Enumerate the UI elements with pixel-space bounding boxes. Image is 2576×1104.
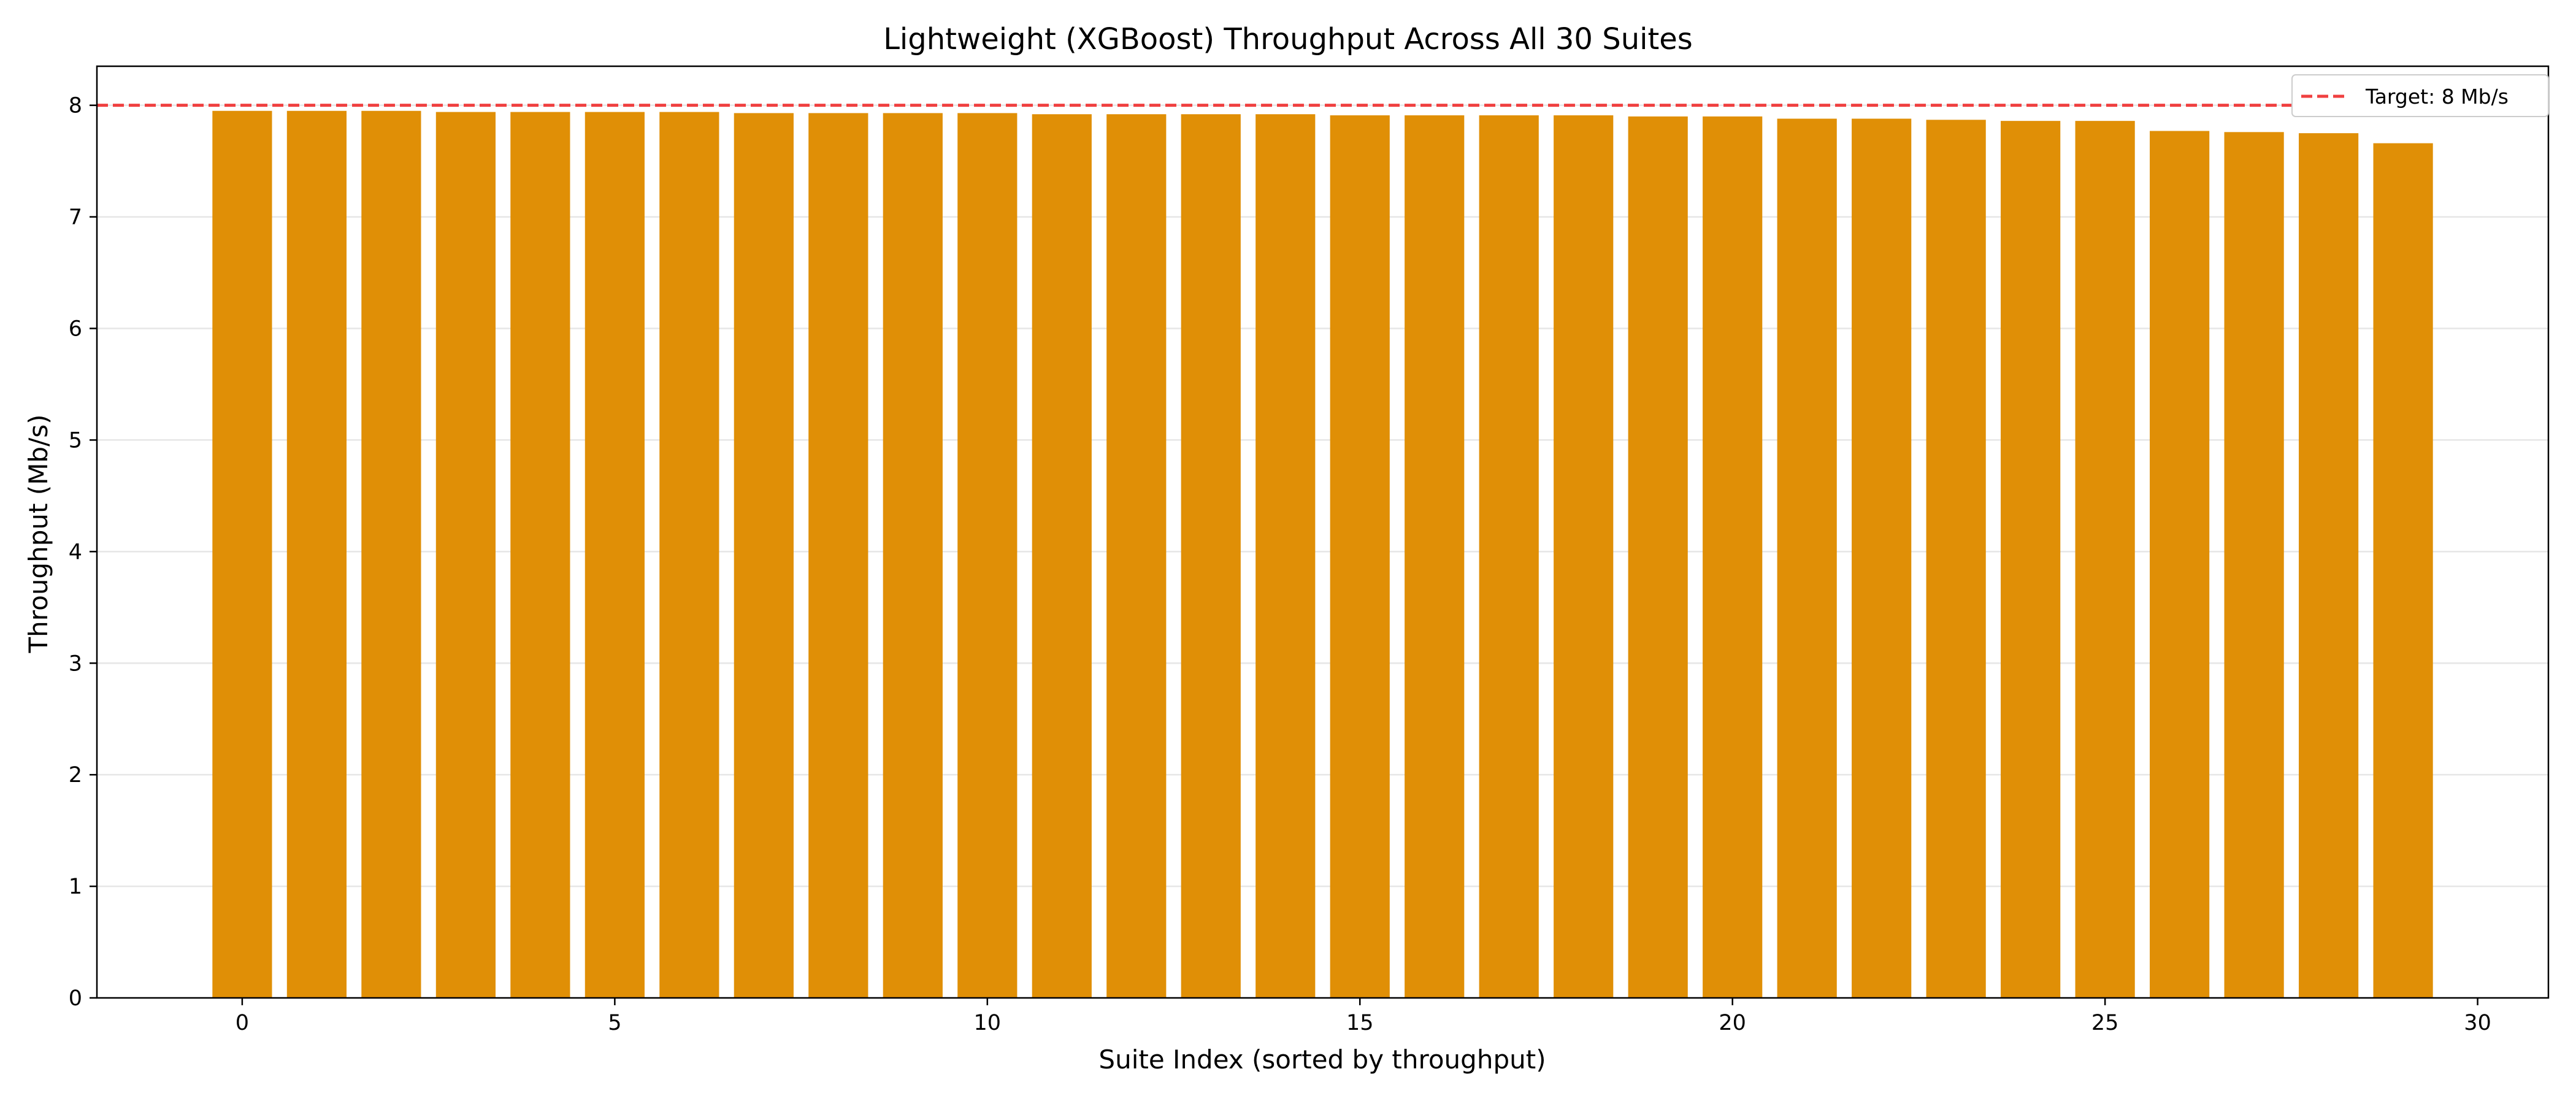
plot-frame: [96, 65, 2550, 999]
y-tick-label: 3: [69, 651, 82, 676]
x-tick-label: 20: [1719, 1011, 1746, 1035]
bar: [808, 113, 868, 998]
bars: [212, 110, 2433, 999]
bar: [435, 112, 496, 998]
y-tick-label: 4: [69, 540, 82, 564]
bar: [734, 113, 794, 998]
bar: [883, 113, 943, 998]
bar: [286, 110, 347, 998]
bar: [1628, 116, 1688, 998]
bar: [2150, 131, 2210, 999]
bar: [2224, 132, 2284, 998]
bar: [2373, 143, 2433, 998]
grid: [97, 104, 2548, 999]
bar: [212, 110, 272, 998]
legend-box: [2291, 74, 2549, 117]
bar: [957, 113, 1018, 998]
y-tick-label: 7: [69, 205, 82, 230]
x-tick-label: 25: [2091, 1011, 2119, 1035]
y-axis-ticks: 0 1 2 3 4 5 6 7 8: [69, 94, 97, 1011]
y-tick-label: 5: [69, 428, 82, 453]
bar: [1255, 114, 1316, 998]
bar: [1703, 116, 1763, 998]
bar: [1405, 115, 1465, 999]
bar: [1852, 118, 1912, 998]
bar: [2075, 121, 2135, 998]
bar: [585, 112, 645, 998]
x-tick-label: 10: [974, 1011, 1002, 1035]
bar: [2001, 121, 2061, 998]
bar: [1479, 115, 1539, 999]
bar: [1554, 115, 1614, 999]
bar: [1926, 120, 1986, 998]
x-tick-label: 0: [236, 1011, 249, 1035]
bar: [659, 112, 719, 998]
bar: [510, 112, 570, 998]
bar: [1330, 115, 1390, 999]
legend: Target: 8 Mb/s: [2291, 74, 2549, 117]
x-tick-label: 15: [1346, 1011, 1374, 1035]
y-axis-label: Throughput (Mb/s): [23, 414, 53, 653]
y-tick-label: 8: [69, 94, 82, 118]
bar: [1032, 114, 1092, 998]
x-axis-label: Suite Index (sorted by throughput): [1098, 1045, 1546, 1075]
y-tick-label: 1: [69, 875, 82, 899]
legend-label: Target: 8 Mb/s: [2365, 85, 2509, 109]
x-tick-label: 30: [2464, 1011, 2491, 1035]
bar: [1777, 118, 1837, 998]
bar: [1106, 114, 1167, 998]
y-tick-label: 6: [69, 317, 82, 342]
x-axis-ticks: 0 5 10 15 20 25 30: [236, 998, 2491, 1035]
chart-title: Lightweight (XGBoost) Throughput Across …: [883, 22, 1693, 56]
bar: [2299, 133, 2359, 999]
bar: [1181, 114, 1241, 998]
y-tick-label: 2: [69, 763, 82, 788]
y-tick-label: 0: [69, 986, 82, 1011]
bar: [361, 110, 421, 998]
x-tick-label: 5: [608, 1011, 621, 1035]
